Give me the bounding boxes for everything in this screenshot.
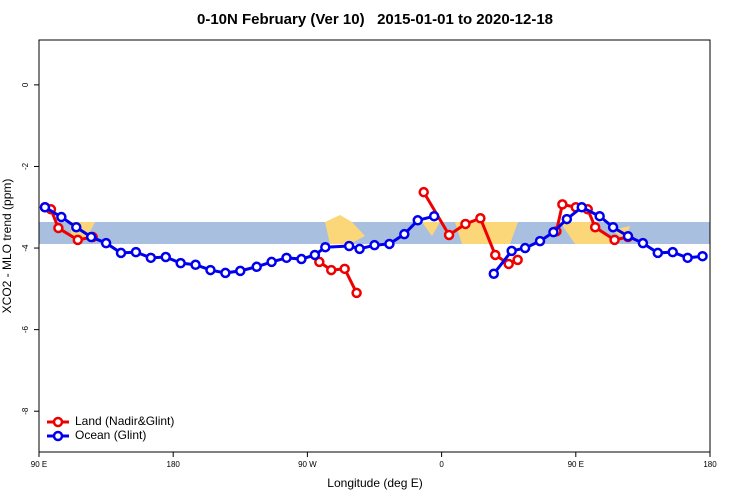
data-point [235,265,246,277]
data-point [205,264,216,276]
data-point [130,246,142,258]
data-point [145,252,157,264]
x-tick-label: 90 E [31,460,47,469]
data-point [667,246,678,258]
data-point [512,254,523,266]
x-tick-label: 0 [439,460,444,469]
data-point [71,221,82,233]
legend-label: Land (Nadir&Glint) [75,414,174,428]
data-point [534,235,546,247]
y-tick-label: 0 [21,82,30,87]
data-point [561,213,573,225]
data-point [576,201,588,213]
data-point [160,251,171,263]
y-tick-label: -6 [21,326,30,334]
data-point [384,238,395,250]
data-point [85,231,97,243]
y-axis-label: XCO2 - MLO trend (ppm) [0,179,14,314]
y-tick-label: -8 [21,407,30,415]
data-point [443,229,455,241]
data-point [622,230,634,242]
legend-label: Ocean (Glint) [75,428,146,442]
y-tick-label: -4 [21,244,30,252]
data-point [519,242,531,254]
data-point [354,243,365,255]
data-point [594,210,605,222]
data-point [309,249,321,261]
data-point [220,267,231,279]
legend-marker [52,430,64,442]
land-shape [422,222,440,236]
data-point [399,228,410,240]
data-point [609,234,620,246]
data-point [637,237,649,249]
data-point [488,268,500,279]
data-point [72,234,84,246]
data-point [115,247,127,259]
data-point [251,261,262,273]
data-point [412,215,423,226]
x-axis-label: Longitude (deg E) [327,476,422,490]
data-point [320,241,331,253]
data-point [589,221,601,233]
x-tick-label: 180 [167,460,181,469]
x-tick-label: 180 [703,460,717,469]
data-point [190,259,201,271]
data-point [428,210,440,222]
data-point [490,249,501,261]
x-tick-label: 90 E [568,460,584,469]
data-point [175,257,186,269]
land-shape [560,222,620,244]
data-point [557,199,568,210]
plot-frame [38,39,711,453]
data-point [652,247,664,259]
data-point [503,258,514,270]
data-point [682,252,693,264]
y-tick-label: -2 [21,162,30,170]
data-point [100,237,112,249]
data-point [39,201,51,213]
data-point [351,287,362,299]
data-point [266,256,277,268]
data-point [326,264,337,276]
data-point [56,211,67,223]
data-point [281,252,292,264]
data-point [607,221,619,233]
data-point [296,253,307,265]
data-point [343,240,355,252]
data-point [339,263,350,275]
land-shape [325,215,365,244]
chart-title: 0-10N February (Ver 10) 2015-01-01 to 20… [197,11,553,28]
data-point [475,213,486,224]
data-point [697,250,708,262]
legend-marker [52,416,64,428]
data-point [369,239,380,251]
x-tick-label: 90 W [298,460,317,469]
data-point [506,245,517,257]
data-point [460,218,471,230]
data-point [53,222,64,234]
data-point [418,186,429,198]
data-point [548,226,559,238]
data-point [314,256,325,268]
